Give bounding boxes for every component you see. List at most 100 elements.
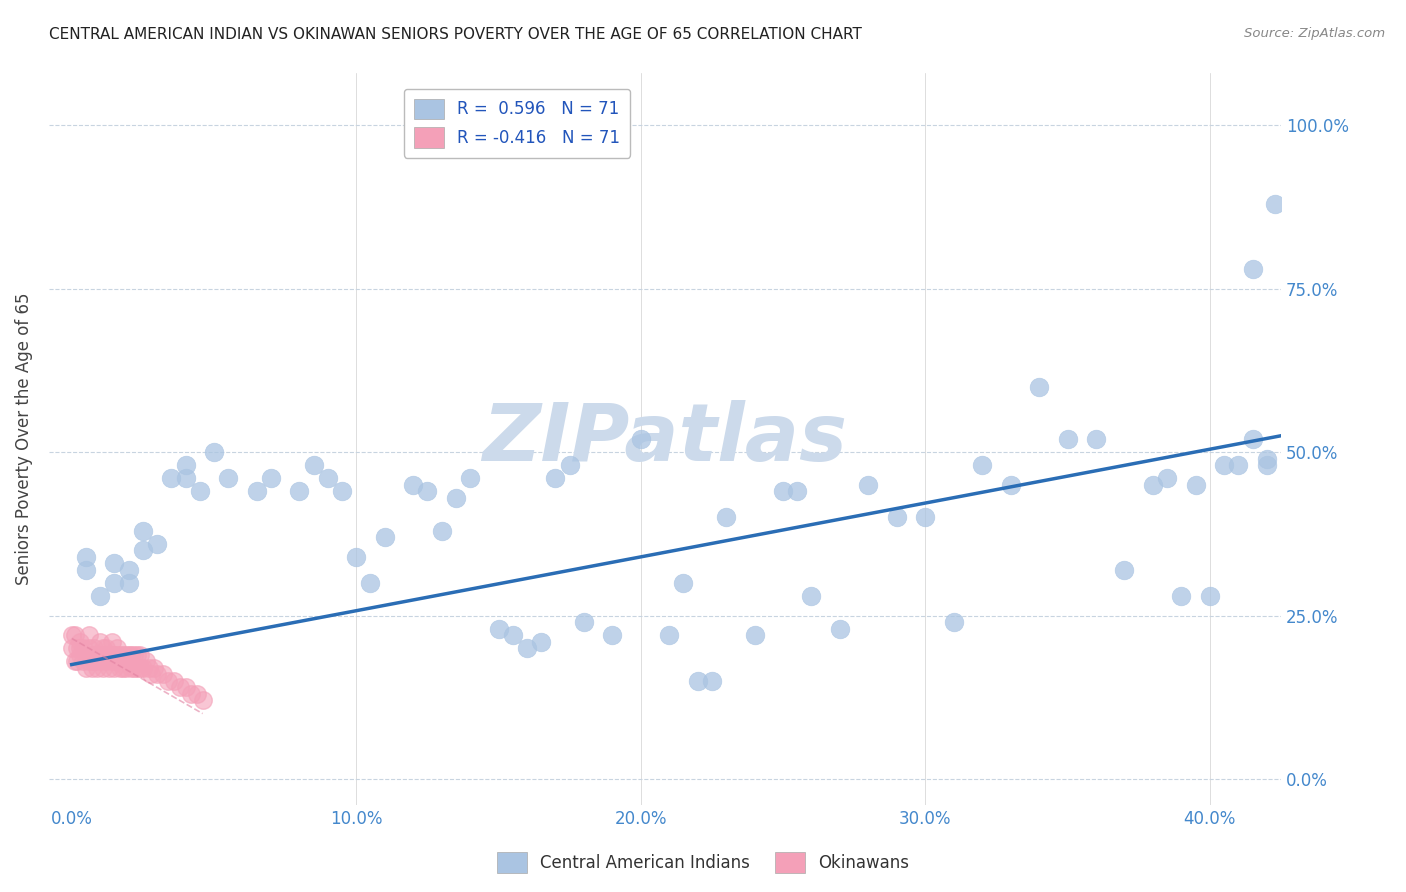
Point xyxy=(458,471,481,485)
Point xyxy=(89,589,111,603)
Point xyxy=(160,471,183,485)
Point xyxy=(174,681,197,695)
Point xyxy=(103,575,125,590)
Point xyxy=(288,484,311,499)
Point xyxy=(121,648,143,662)
Point xyxy=(69,634,91,648)
Point xyxy=(143,661,166,675)
Point xyxy=(402,477,425,491)
Point xyxy=(416,484,439,499)
Point xyxy=(89,634,111,648)
Point xyxy=(63,628,86,642)
Point xyxy=(117,654,139,668)
Point xyxy=(141,667,163,681)
Legend: Central American Indians, Okinawans: Central American Indians, Okinawans xyxy=(491,846,915,880)
Point xyxy=(89,648,111,662)
Point xyxy=(374,530,396,544)
Point xyxy=(886,510,908,524)
Point xyxy=(114,648,136,662)
Point xyxy=(108,648,131,662)
Point xyxy=(658,628,681,642)
Point xyxy=(1056,432,1078,446)
Point xyxy=(1156,471,1178,485)
Point xyxy=(260,471,283,485)
Point xyxy=(97,661,120,675)
Point xyxy=(80,661,103,675)
Point xyxy=(66,654,89,668)
Point xyxy=(83,641,105,656)
Point xyxy=(108,661,131,675)
Point xyxy=(94,641,117,656)
Point xyxy=(157,673,180,688)
Point xyxy=(516,641,538,656)
Point xyxy=(202,445,225,459)
Point xyxy=(77,628,100,642)
Point xyxy=(72,654,94,668)
Point xyxy=(686,673,709,688)
Point xyxy=(1000,477,1022,491)
Point xyxy=(89,654,111,668)
Point xyxy=(942,615,965,629)
Text: CENTRAL AMERICAN INDIAN VS OKINAWAN SENIORS POVERTY OVER THE AGE OF 65 CORRELATI: CENTRAL AMERICAN INDIAN VS OKINAWAN SENI… xyxy=(49,27,862,42)
Point xyxy=(77,654,100,668)
Point xyxy=(69,641,91,656)
Point xyxy=(1256,451,1278,466)
Point xyxy=(1142,477,1164,491)
Legend: R =  0.596   N = 71, R = -0.416   N = 71: R = 0.596 N = 71, R = -0.416 N = 71 xyxy=(404,88,630,158)
Point xyxy=(1227,458,1250,472)
Point xyxy=(330,484,353,499)
Point xyxy=(163,673,186,688)
Point xyxy=(124,648,146,662)
Point xyxy=(75,648,97,662)
Point xyxy=(530,634,553,648)
Point xyxy=(1213,458,1236,472)
Point xyxy=(103,556,125,570)
Point xyxy=(146,536,169,550)
Point xyxy=(558,458,581,472)
Point xyxy=(129,648,152,662)
Point xyxy=(72,641,94,656)
Point xyxy=(174,458,197,472)
Point xyxy=(117,648,139,662)
Point xyxy=(1241,432,1264,446)
Point xyxy=(60,628,83,642)
Point xyxy=(169,681,191,695)
Point xyxy=(186,687,208,701)
Point xyxy=(124,661,146,675)
Point xyxy=(77,641,100,656)
Text: Source: ZipAtlas.com: Source: ZipAtlas.com xyxy=(1244,27,1385,40)
Point xyxy=(672,575,695,590)
Point xyxy=(1256,458,1278,472)
Point xyxy=(132,661,155,675)
Point xyxy=(444,491,467,505)
Point xyxy=(630,432,652,446)
Point xyxy=(91,661,114,675)
Point xyxy=(117,575,139,590)
Point xyxy=(360,575,382,590)
Point xyxy=(129,661,152,675)
Point xyxy=(191,693,214,707)
Point xyxy=(83,654,105,668)
Point xyxy=(121,661,143,675)
Point xyxy=(344,549,367,564)
Point xyxy=(86,661,108,675)
Point xyxy=(69,648,91,662)
Point xyxy=(544,471,567,485)
Point xyxy=(246,484,269,499)
Point xyxy=(1085,432,1108,446)
Point xyxy=(100,648,122,662)
Point xyxy=(700,673,723,688)
Point xyxy=(772,484,794,499)
Text: ZIPatlas: ZIPatlas xyxy=(482,400,848,478)
Point xyxy=(83,654,105,668)
Point xyxy=(111,648,134,662)
Point xyxy=(103,648,125,662)
Point xyxy=(972,458,994,472)
Point xyxy=(302,458,325,472)
Point xyxy=(188,484,211,499)
Point xyxy=(914,510,936,524)
Point xyxy=(488,622,510,636)
Point xyxy=(127,648,149,662)
Point xyxy=(94,648,117,662)
Point xyxy=(94,654,117,668)
